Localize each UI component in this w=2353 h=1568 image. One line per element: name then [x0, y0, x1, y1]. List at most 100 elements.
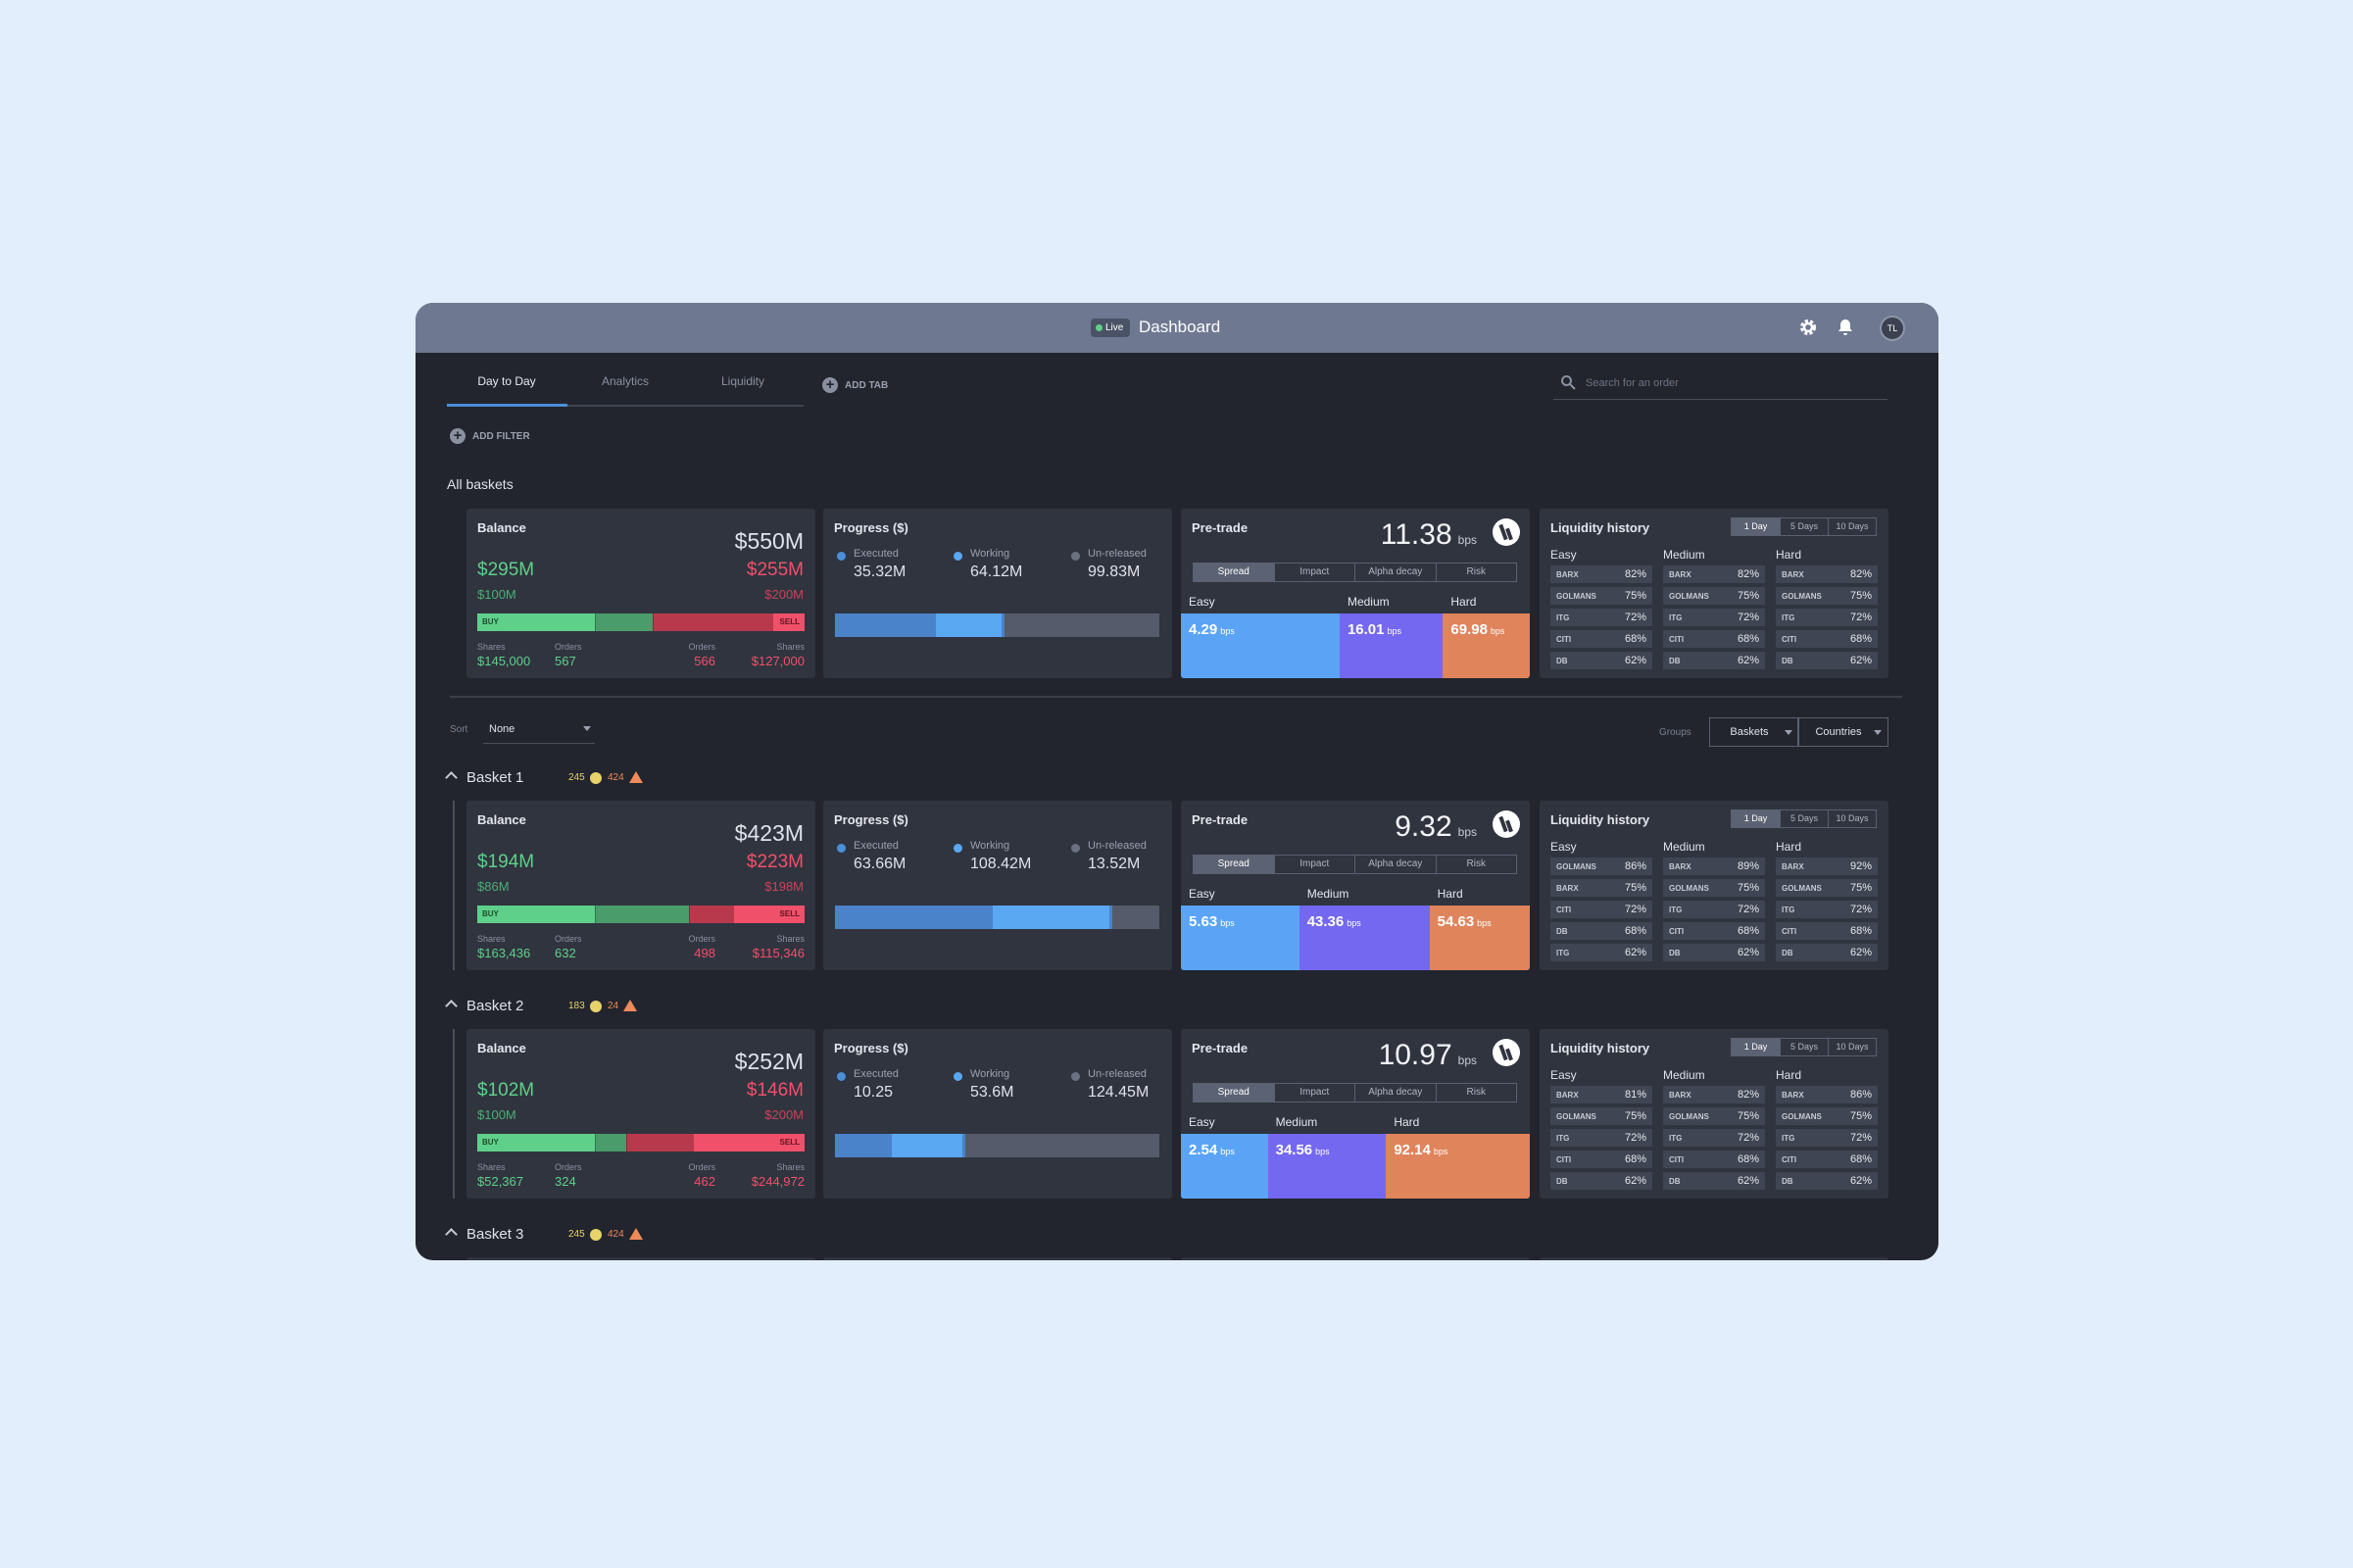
- range-button[interactable]: 10 Days: [1828, 810, 1876, 827]
- liquidity-row: ITG 72%: [1663, 901, 1765, 918]
- card: [1540, 1257, 1888, 1260]
- add-filter-button[interactable]: ADD FILTER: [472, 431, 530, 442]
- liquidity-row: CITI 68%: [1663, 1151, 1765, 1168]
- tab[interactable]: Day to Day: [477, 374, 536, 388]
- collapse-caret[interactable]: [445, 1000, 458, 1012]
- sort-value[interactable]: None: [489, 723, 515, 735]
- pretrade-tab[interactable]: Risk: [1435, 1084, 1517, 1102]
- search-icon: [1561, 375, 1576, 390]
- difficulty-block: 43.36 bps: [1299, 906, 1431, 970]
- progress-label: Un-released: [1088, 840, 1147, 852]
- pretrade-tab[interactable]: Alpha decay: [1354, 564, 1436, 581]
- range-button[interactable]: 1 Day: [1732, 1039, 1780, 1055]
- stat-label: Orders: [555, 1162, 582, 1172]
- balance-total: $423M: [734, 820, 804, 846]
- difficulty-label: Easy: [1189, 1115, 1215, 1129]
- pretrade-tab[interactable]: Alpha decay: [1354, 1084, 1436, 1102]
- settings-icon[interactable]: [1798, 318, 1818, 337]
- live-label: Live: [1105, 322, 1124, 333]
- progress-label: Un-released: [1088, 1068, 1147, 1080]
- basket-name[interactable]: Basket 2: [466, 998, 524, 1014]
- collapse-caret[interactable]: [445, 1228, 458, 1241]
- title-bar: [416, 303, 1938, 353]
- range-button[interactable]: 5 Days: [1780, 810, 1828, 827]
- liquidity-row: ITG 72%: [1776, 1129, 1878, 1147]
- broker-percent: 68%: [1737, 1153, 1759, 1165]
- balance-bar: BUY SELL: [477, 906, 805, 923]
- sort-label: Sort: [450, 724, 468, 735]
- pretrade-tabs: Spread Impact Alpha decay Risk: [1193, 563, 1517, 582]
- range-button[interactable]: 10 Days: [1828, 518, 1876, 535]
- add-tab-button[interactable]: ADD TAB: [845, 380, 889, 391]
- segment-value: 54.63: [1437, 913, 1475, 930]
- range-button[interactable]: 1 Day: [1732, 810, 1780, 827]
- sell-value: $223M: [746, 852, 804, 872]
- segment-value: 43.36: [1306, 913, 1345, 930]
- liquidity-row: ITG 62%: [1550, 944, 1652, 961]
- broker-percent: 72%: [1849, 612, 1872, 623]
- progress-label: Working: [970, 548, 1010, 560]
- card-title: Pre-trade: [1192, 1041, 1249, 1055]
- card-title: Progress ($): [834, 812, 908, 827]
- pretrade-tab[interactable]: Risk: [1435, 856, 1517, 873]
- range-button[interactable]: 1 Day: [1732, 518, 1780, 535]
- search-input[interactable]: Search for an order: [1586, 377, 1679, 389]
- info-icon: [590, 772, 602, 784]
- pretrade-tab[interactable]: Impact: [1273, 564, 1355, 581]
- liquidity-row: DB 62%: [1663, 944, 1765, 961]
- basket-name[interactable]: Basket 1: [466, 769, 524, 786]
- pretrade-tab[interactable]: Impact: [1273, 856, 1355, 873]
- tab[interactable]: Analytics: [601, 374, 650, 388]
- tab[interactable]: Liquidity: [720, 374, 765, 388]
- pretrade-tab[interactable]: Risk: [1435, 564, 1517, 581]
- pretrade-tab[interactable]: Spread: [1194, 856, 1274, 873]
- broker-percent: 75%: [1849, 1110, 1872, 1122]
- broker-name: ITG: [1782, 1134, 1795, 1143]
- legend-dot: [954, 844, 962, 853]
- pretrade-tab[interactable]: Spread: [1194, 564, 1274, 581]
- difficulty-block: 34.56 bps: [1267, 1134, 1387, 1199]
- pretrade-icon[interactable]: [1493, 810, 1520, 838]
- broker-name: DB: [1669, 657, 1681, 665]
- segment-value: 16.01: [1347, 621, 1385, 638]
- range-button[interactable]: 10 Days: [1828, 1039, 1876, 1055]
- stat-label: Shares: [477, 934, 506, 944]
- segment-value: 69.98: [1450, 621, 1488, 638]
- card: Balance $423M $194M $223M $86M $198M BUY SELL Sh…: [466, 801, 815, 970]
- liquidity-column-title: Easy: [1550, 1068, 1577, 1082]
- segment-value: 2.54: [1189, 1142, 1218, 1158]
- range-button[interactable]: 5 Days: [1780, 518, 1828, 535]
- tabs-underline: [447, 405, 804, 407]
- progress-value: 10.25: [854, 1084, 894, 1101]
- broker-name: CITI: [1669, 1155, 1685, 1164]
- pretrade-tab[interactable]: Spread: [1194, 1084, 1274, 1102]
- sell-sub-value: $200M: [764, 587, 804, 602]
- sell-label: SELL: [779, 1138, 800, 1147]
- progress-value: 64.12M: [970, 564, 1023, 580]
- group-caret: [1785, 730, 1792, 735]
- difficulty-block: 5.63 bps: [1181, 906, 1300, 970]
- difficulty-block: 92.14 bps: [1386, 1134, 1530, 1199]
- difficulty-value: 5.63 bps: [1189, 913, 1235, 931]
- broker-percent: 86%: [1624, 860, 1646, 872]
- liquidity-row: GOLMANS 75%: [1663, 587, 1765, 605]
- broker-name: ITG: [1782, 906, 1795, 914]
- group-button[interactable]: Countries: [1798, 717, 1888, 747]
- balance-segment: SELL: [733, 906, 805, 923]
- collapse-caret[interactable]: [445, 771, 458, 784]
- notifications-icon[interactable]: [1836, 318, 1855, 337]
- stat-value: $115,346: [752, 946, 805, 960]
- balance-segment: SELL: [693, 1134, 805, 1152]
- liquidity-column-title: Medium: [1663, 548, 1705, 562]
- basket-name[interactable]: Basket 3: [466, 1226, 524, 1243]
- progress-segment: [835, 613, 933, 637]
- pretrade-icon[interactable]: [1493, 1039, 1520, 1066]
- sort-underline: [483, 743, 595, 744]
- pretrade-icon[interactable]: [1493, 518, 1520, 546]
- avatar[interactable]: TL: [1880, 316, 1905, 341]
- broker-name: GOLMANS: [1782, 884, 1822, 893]
- pretrade-tab[interactable]: Impact: [1273, 1084, 1355, 1102]
- pretrade-tab[interactable]: Alpha decay: [1354, 856, 1436, 873]
- range-button[interactable]: 5 Days: [1780, 1039, 1828, 1055]
- group-button[interactable]: Baskets: [1709, 717, 1798, 747]
